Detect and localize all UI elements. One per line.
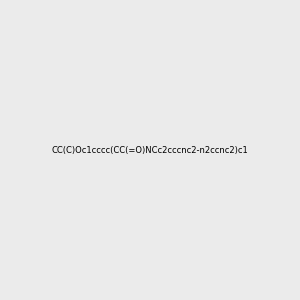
Text: CC(C)Oc1cccc(CC(=O)NCc2cccnc2-n2ccnc2)c1: CC(C)Oc1cccc(CC(=O)NCc2cccnc2-n2ccnc2)c1 (52, 146, 248, 154)
